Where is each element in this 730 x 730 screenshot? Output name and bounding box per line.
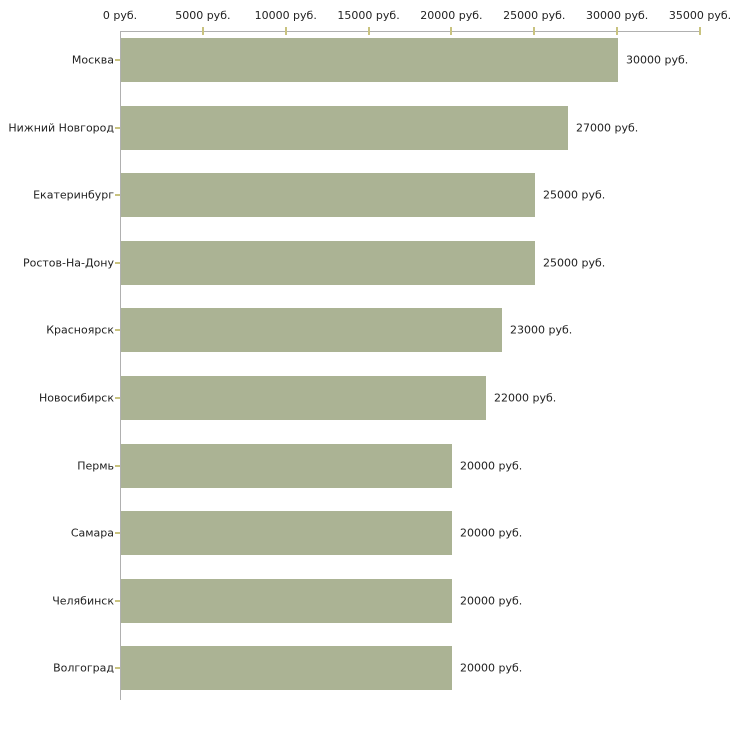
bar <box>121 105 568 150</box>
x-axis-tick-label: 25000 руб. <box>503 9 566 22</box>
x-axis-tick-mark <box>533 27 536 35</box>
category-label: Волгоград <box>53 661 114 675</box>
bar <box>121 240 535 285</box>
x-axis-tick-label: 15000 руб. <box>337 9 400 22</box>
category-label: Красноярск <box>46 323 114 337</box>
category-label: Пермь <box>77 459 114 473</box>
y-axis-tick-mark <box>115 532 120 535</box>
value-label: 23000 руб. <box>510 323 573 337</box>
y-axis-tick-mark <box>115 194 120 197</box>
x-axis-tick-mark <box>699 27 701 35</box>
x-axis-tick-label: 20000 руб. <box>420 9 483 22</box>
x-axis-tick-mark <box>616 27 619 35</box>
x-axis-tick-mark <box>201 27 204 35</box>
y-axis-tick-mark <box>115 667 120 670</box>
category-label: Москва <box>71 53 114 67</box>
value-label: 20000 руб. <box>460 459 523 473</box>
y-axis-tick-mark <box>115 329 120 332</box>
y-axis-tick-mark <box>115 126 120 129</box>
value-label: 22000 руб. <box>494 391 557 405</box>
x-axis-tick-mark <box>450 27 453 35</box>
bar <box>121 578 452 623</box>
bar <box>121 646 452 691</box>
x-axis-tick-mark <box>284 27 287 35</box>
bar <box>121 511 452 556</box>
y-axis-tick-mark <box>115 599 120 602</box>
y-axis-line <box>120 31 121 700</box>
x-axis-line <box>120 31 701 32</box>
category-label: Новосибирск <box>38 391 114 405</box>
value-label: 25000 руб. <box>543 256 606 270</box>
value-label: 30000 руб. <box>626 53 689 67</box>
x-axis-tick-label: 35000 руб. <box>668 9 730 22</box>
category-label: Нижний Новгород <box>8 121 114 135</box>
bar <box>121 38 618 82</box>
x-axis-tick-label: 0 руб. <box>102 9 138 22</box>
y-axis-tick-mark <box>115 261 120 264</box>
value-label: 20000 руб. <box>460 661 523 675</box>
y-axis-tick-mark <box>115 397 120 399</box>
bar <box>121 173 535 218</box>
category-label: Екатеринбург <box>33 188 114 202</box>
x-axis-tick-label: 5000 руб. <box>175 9 231 22</box>
bar <box>121 376 486 420</box>
value-label: 20000 руб. <box>460 594 523 608</box>
value-label: 27000 руб. <box>576 121 639 135</box>
x-axis-tick-mark <box>367 27 370 35</box>
x-axis-tick-label: 10000 руб. <box>254 9 317 22</box>
category-label: Самара <box>70 526 114 540</box>
category-label: Ростов-На-Дону <box>22 256 114 270</box>
y-axis-tick-mark <box>115 464 120 467</box>
x-axis-tick-label: 30000 руб. <box>586 9 649 22</box>
category-label: Челябинск <box>52 594 114 608</box>
value-label: 20000 руб. <box>460 526 523 540</box>
bar <box>121 443 452 488</box>
y-axis-tick-mark <box>115 59 120 61</box>
bar <box>121 308 502 353</box>
value-label: 25000 руб. <box>543 188 606 202</box>
